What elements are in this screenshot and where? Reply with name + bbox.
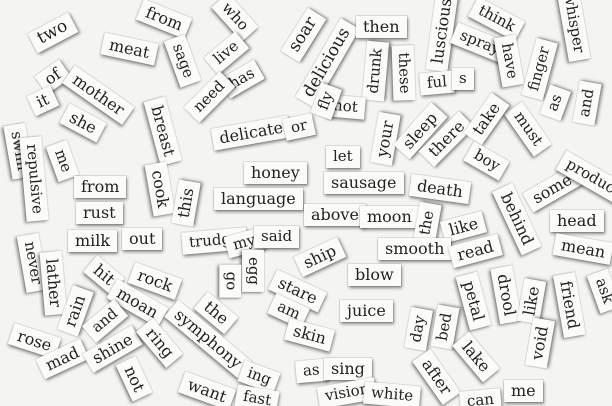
word-tile[interactable]: blow	[348, 264, 401, 286]
word-tile[interactable]: mean	[552, 233, 612, 265]
word-tile[interactable]: death	[408, 173, 472, 205]
word-tile[interactable]: not	[115, 356, 153, 402]
word-tile[interactable]: head	[550, 210, 604, 232]
word-tile[interactable]: sausage	[324, 172, 404, 194]
word-tile[interactable]: lake	[452, 331, 500, 383]
word-tile[interactable]: boy	[463, 141, 510, 181]
word-tile[interactable]: void	[525, 317, 556, 369]
word-tile[interactable]: drunk	[362, 40, 390, 102]
word-tile[interactable]: rust	[76, 202, 123, 224]
word-tile[interactable]: or	[282, 113, 317, 141]
word-tile[interactable]: want	[177, 371, 237, 406]
word-tile[interactable]: said	[254, 226, 300, 248]
word-tile[interactable]: go	[219, 264, 242, 298]
word-tile[interactable]: take	[463, 92, 510, 146]
word-tile[interactable]: this	[171, 179, 201, 227]
word-tile[interactable]: from	[74, 176, 127, 198]
word-tile[interactable]: lather	[39, 250, 67, 316]
word-tile[interactable]: then	[356, 16, 407, 38]
word-tile[interactable]: petal	[455, 271, 492, 331]
word-tile[interactable]: these	[391, 45, 416, 101]
word-tile[interactable]: egg	[242, 249, 265, 293]
word-tile[interactable]: out	[122, 228, 163, 250]
word-tile[interactable]: sage	[163, 34, 202, 88]
word-tile[interactable]: it	[26, 85, 59, 117]
word-tile[interactable]: skin	[283, 318, 336, 352]
word-tile[interactable]: whisper	[556, 0, 591, 62]
word-tile[interactable]: meat	[100, 32, 159, 66]
word-tile[interactable]: and	[572, 80, 602, 126]
word-tile[interactable]: ask	[586, 268, 612, 314]
word-tile[interactable]: breast	[143, 96, 182, 166]
word-tile[interactable]: moon	[360, 206, 419, 228]
word-tile[interactable]: language	[214, 188, 303, 210]
word-tile[interactable]: repulsive	[19, 136, 49, 222]
word-tile[interactable]: white	[363, 381, 422, 406]
word-tile[interactable]: let	[326, 146, 360, 168]
word-tile[interactable]: ful	[419, 70, 455, 96]
word-tile[interactable]: smooth	[378, 238, 452, 260]
word-tile[interactable]: have	[493, 34, 525, 88]
word-tile[interactable]: cook	[144, 161, 176, 217]
word-tile[interactable]: s	[452, 68, 474, 90]
word-tile[interactable]: friend	[553, 272, 586, 338]
word-tile[interactable]: ship	[293, 236, 347, 278]
word-tile[interactable]: two	[27, 12, 79, 54]
word-tile[interactable]: as	[295, 358, 328, 384]
word-tile[interactable]: sing	[324, 358, 372, 380]
word-tile[interactable]: like	[517, 277, 547, 325]
word-tile[interactable]: can	[459, 388, 502, 406]
word-tile[interactable]: day	[404, 306, 433, 352]
word-tile[interactable]: delicate	[210, 115, 292, 151]
word-tile[interactable]: above	[304, 204, 366, 226]
word-tile[interactable]: me	[504, 380, 543, 402]
word-tile[interactable]: juice	[340, 300, 393, 322]
word-tile[interactable]: milk	[68, 230, 118, 252]
word-tile[interactable]: your	[370, 112, 401, 166]
word-tile[interactable]: honey	[244, 162, 307, 184]
